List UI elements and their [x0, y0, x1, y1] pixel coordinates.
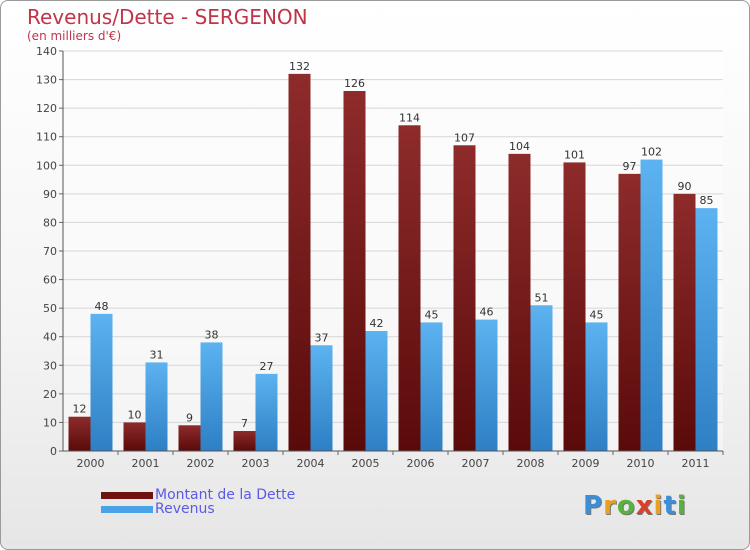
data-label-revenus: 42	[370, 317, 384, 330]
data-label-debt: 114	[399, 111, 420, 124]
bar-revenus	[90, 313, 113, 451]
data-label-revenus: 37	[315, 331, 329, 344]
data-label-revenus: 102	[641, 146, 662, 159]
data-label-debt: 12	[73, 403, 87, 416]
y-tick-label: 130	[36, 74, 57, 87]
data-label-debt: 10	[128, 408, 142, 421]
data-label-revenus: 31	[150, 348, 164, 361]
y-tick-label: 90	[43, 188, 57, 201]
bar-revenus	[365, 331, 388, 451]
x-tick-label: 2002	[187, 457, 215, 470]
y-tick-label: 40	[43, 331, 57, 344]
bar-revenus	[255, 373, 278, 451]
legend-swatch-revenus	[101, 506, 153, 513]
data-label-revenus: 85	[700, 194, 714, 207]
y-tick-label: 60	[43, 274, 57, 287]
x-tick-label: 2008	[517, 457, 545, 470]
x-tick-label: 2003	[242, 457, 270, 470]
y-tick-label: 100	[36, 159, 57, 172]
y-tick-label: 50	[43, 302, 57, 315]
x-tick-label: 2005	[352, 457, 380, 470]
bar-revenus	[695, 208, 718, 451]
legend-label-revenus: Revenus	[155, 501, 215, 517]
legend-label-debt: Montant de la Dette	[155, 487, 296, 503]
data-label-revenus: 48	[95, 300, 109, 313]
bar-revenus	[145, 362, 168, 451]
bar-revenus	[585, 322, 608, 451]
bar-debt	[508, 153, 531, 451]
y-tick-label: 0	[50, 445, 57, 458]
bar-debt	[618, 173, 641, 451]
bar-debt	[288, 73, 311, 451]
y-tick-label: 20	[43, 388, 57, 401]
bar-debt	[343, 91, 366, 451]
data-label-revenus: 46	[480, 306, 494, 319]
data-label-debt: 90	[678, 180, 692, 193]
y-tick-label: 30	[43, 359, 57, 372]
data-label-debt: 97	[623, 160, 637, 173]
bar-revenus	[420, 322, 443, 451]
x-tick-label: 2011	[682, 457, 710, 470]
bar-debt	[233, 431, 256, 451]
x-tick-label: 2006	[407, 457, 435, 470]
data-label-debt: 101	[564, 148, 585, 161]
bar-revenus	[200, 342, 223, 451]
bar-debt	[68, 416, 91, 451]
x-tick-label: 2000	[77, 457, 105, 470]
x-tick-label: 2007	[462, 457, 490, 470]
data-label-revenus: 38	[205, 328, 219, 341]
bar-debt	[453, 145, 476, 452]
x-tick-label: 2010	[627, 457, 655, 470]
bar-revenus	[475, 319, 498, 451]
bar-revenus	[640, 159, 663, 452]
y-tick-label: 80	[43, 216, 57, 229]
data-label-revenus: 45	[590, 308, 604, 321]
data-label-revenus: 45	[425, 308, 439, 321]
y-tick-label: 140	[36, 45, 57, 58]
legend-swatch-debt	[101, 492, 153, 499]
chart-title: Revenus/Dette - SERGENON	[27, 5, 308, 29]
chart-subtitle: (en milliers d'€)	[27, 29, 122, 43]
x-tick-label: 2001	[132, 457, 160, 470]
data-label-debt: 9	[186, 411, 193, 424]
data-label-debt: 104	[509, 140, 530, 153]
x-tick-label: 2004	[297, 457, 325, 470]
data-label-debt: 7	[241, 417, 248, 430]
proxiti-logo: Proxiti	[583, 491, 687, 521]
bar-debt	[123, 422, 146, 451]
bar-revenus	[310, 345, 333, 451]
y-tick-label: 70	[43, 245, 57, 258]
data-label-debt: 126	[344, 77, 365, 90]
bar-revenus	[530, 305, 553, 451]
y-tick-label: 110	[36, 131, 57, 144]
bar-debt	[673, 193, 696, 451]
data-label-revenus: 51	[535, 291, 549, 304]
data-label-debt: 107	[454, 131, 475, 144]
bar-debt	[563, 162, 586, 451]
y-tick-label: 120	[36, 102, 57, 115]
x-tick-label: 2009	[572, 457, 600, 470]
bar-debt	[178, 425, 201, 451]
bar-debt	[398, 125, 421, 452]
y-tick-label: 10	[43, 416, 57, 429]
data-label-debt: 132	[289, 60, 310, 73]
data-label-revenus: 27	[260, 360, 274, 373]
